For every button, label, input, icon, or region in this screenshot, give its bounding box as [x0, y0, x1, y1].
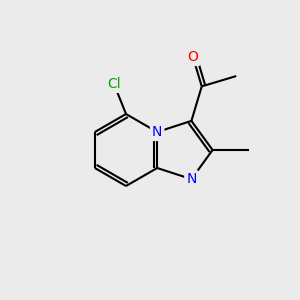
Text: N: N: [186, 172, 197, 186]
Text: N: N: [152, 125, 162, 139]
Text: Cl: Cl: [107, 77, 121, 91]
Text: O: O: [188, 50, 198, 64]
